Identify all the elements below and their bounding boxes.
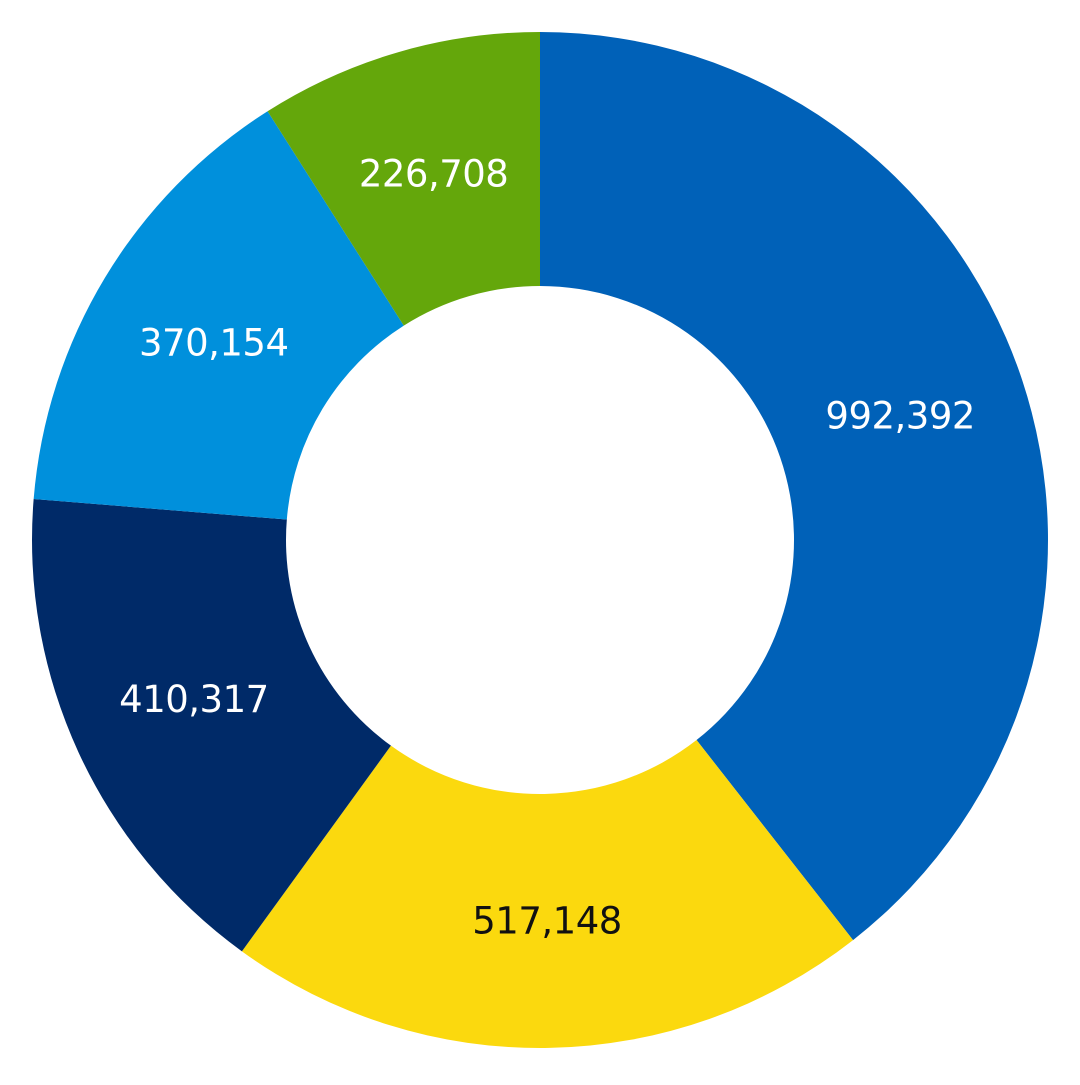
donut-slice-4 [33,111,404,520]
slice-value-label-5: 226,708 [359,153,509,196]
donut-slice-2 [241,740,854,1048]
slice-value-label-1: 992,392 [825,394,975,437]
donut-slice-5 [267,31,540,326]
slice-value-label-3: 410,317 [119,678,269,721]
slice-value-label-4: 370,154 [139,322,289,365]
slices-layer [31,31,1048,1048]
donut-slice-1 [540,32,1048,941]
donut-slice-3 [31,499,391,952]
labels-layer: 992,392 517,148 410,317 370,154 226,708 [119,153,975,943]
slice-value-label-2: 517,148 [472,899,622,942]
